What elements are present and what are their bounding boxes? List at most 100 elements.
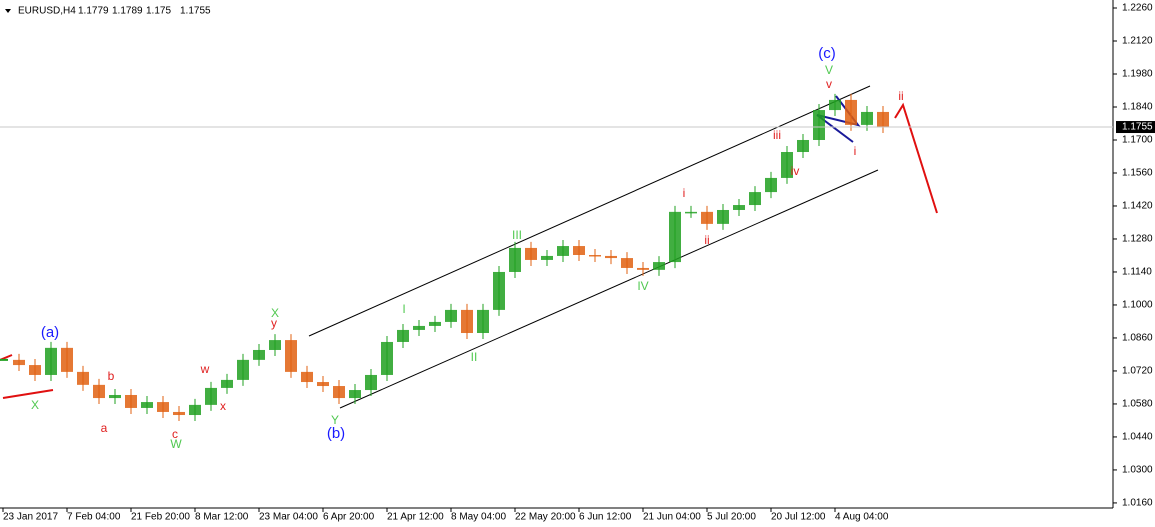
y-tick-label: 1.0720	[1122, 366, 1153, 377]
bar-close: 1.1755	[180, 6, 211, 17]
wave-label: W	[170, 437, 182, 451]
bar-high: 1.1789	[112, 6, 143, 17]
candle	[557, 246, 569, 256]
candle	[749, 192, 761, 206]
x-tick-label: 20 Jul 12:00	[771, 512, 826, 523]
x-tick-label: 22 May 20:00	[515, 512, 576, 523]
x-tick-label: 21 Feb 20:00	[131, 512, 190, 523]
x-tick-label: 4 Aug 04:00	[835, 512, 889, 523]
wave-label: i	[683, 186, 686, 200]
y-tick-label: 1.1700	[1122, 135, 1153, 146]
wave-label: (b)	[327, 425, 345, 442]
wave-label: i	[854, 144, 857, 158]
x-tick-label: 5 Jul 20:00	[707, 512, 756, 523]
x-tick-label: 23 Mar 04:00	[259, 512, 318, 523]
bar-open: 1.1779	[78, 6, 109, 17]
candle	[13, 359, 25, 366]
channel-upper	[308, 85, 871, 337]
y-tick-label: 1.1840	[1122, 102, 1153, 113]
candle	[813, 110, 825, 140]
candle	[509, 247, 521, 272]
candle	[653, 262, 665, 270]
wave-label: iv	[791, 164, 800, 178]
x-tick-label: 6 Jun 12:00	[579, 512, 632, 523]
wave-label: II	[471, 350, 478, 364]
candle	[669, 211, 681, 263]
y-tick-label: 1.0300	[1122, 465, 1153, 476]
trend-line	[2, 389, 54, 399]
y-tick-label: 1.1420	[1122, 201, 1153, 212]
wave-label: y	[271, 316, 277, 330]
bar-low: 1.175	[146, 6, 171, 17]
candle	[109, 394, 121, 399]
wave-label: Y	[331, 413, 339, 427]
candle	[445, 309, 457, 322]
y-tick-label: 1.0580	[1122, 399, 1153, 410]
candle	[845, 99, 857, 125]
current-price-label: 1.1755	[1122, 122, 1153, 133]
candle	[765, 177, 777, 193]
candle	[525, 247, 537, 260]
candle	[541, 255, 553, 260]
candle	[621, 258, 633, 268]
x-tick-label: 21 Apr 12:00	[387, 512, 444, 523]
candle	[781, 152, 793, 178]
wave-label: IV	[637, 279, 648, 293]
x-tick-label: 23 Jan 2017	[3, 512, 58, 523]
candle	[477, 309, 489, 334]
candle	[157, 402, 169, 412]
candle	[173, 411, 185, 416]
candle	[221, 379, 233, 388]
x-tick-label: 8 Mar 12:00	[195, 512, 249, 523]
candle	[397, 329, 409, 342]
wave-label: ii	[704, 233, 709, 247]
channel-lower	[339, 169, 879, 409]
menu-arrow[interactable]	[5, 9, 11, 13]
wave-label: V	[825, 63, 833, 77]
y-tick-label: 1.0860	[1122, 333, 1153, 344]
candle	[605, 255, 617, 259]
candle	[877, 111, 889, 128]
candle	[717, 209, 729, 224]
candle	[269, 340, 281, 350]
candle	[93, 384, 105, 399]
candle	[861, 111, 873, 125]
y-tick-label: 1.0160	[1122, 498, 1153, 509]
y-tick-label: 1.1560	[1122, 168, 1153, 179]
current-price-box	[1116, 121, 1155, 134]
y-tick-label: 1.1000	[1122, 300, 1153, 311]
candle	[301, 371, 313, 383]
x-tick-label: 7 Feb 04:00	[67, 512, 121, 523]
candle	[125, 394, 137, 408]
candle	[29, 365, 41, 375]
candle	[429, 321, 441, 326]
candle	[317, 382, 329, 387]
candle	[61, 347, 73, 372]
wave-label: III	[512, 228, 522, 242]
y-tick-label: 1.0440	[1122, 432, 1153, 443]
candle	[189, 404, 201, 416]
wave-label: v	[826, 77, 832, 91]
candle	[637, 267, 649, 270]
candle	[461, 309, 473, 334]
wave-label: I	[402, 302, 405, 316]
candle	[349, 390, 361, 399]
x-tick-label: 8 May 04:00	[451, 512, 506, 523]
candle	[365, 374, 377, 391]
wave-label: (a)	[41, 324, 59, 341]
candle	[493, 271, 505, 310]
candle	[77, 371, 89, 385]
candle	[381, 341, 393, 375]
candle	[45, 347, 57, 375]
candle	[685, 211, 697, 214]
candle	[573, 246, 585, 255]
candle	[413, 325, 425, 330]
candle	[829, 99, 841, 111]
y-tick-label: 1.2120	[1122, 36, 1153, 47]
candle	[733, 205, 745, 210]
candle	[797, 139, 809, 153]
wave-label: x	[220, 399, 226, 413]
x-tick-label: 6 Apr 20:00	[323, 512, 375, 523]
candle	[285, 340, 297, 372]
